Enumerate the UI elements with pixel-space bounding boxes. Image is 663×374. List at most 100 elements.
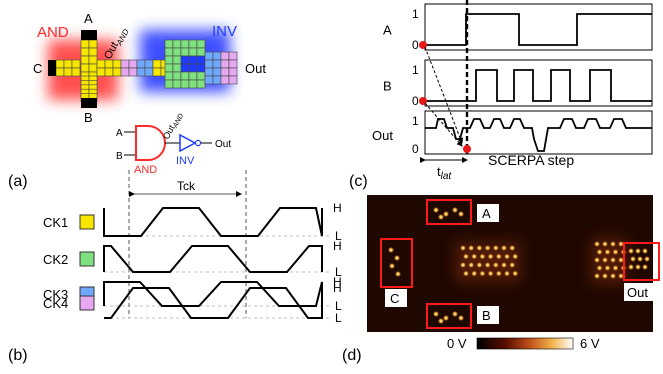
charge-dot [459,244,467,252]
latency-label: tlat [437,164,452,182]
qca-cell [120,67,130,77]
clock-waveform [104,287,323,319]
charge-dot [612,248,619,256]
qca-cell [63,59,73,69]
tick-one: 1 [412,63,419,77]
qca-cell [196,63,206,73]
qca-cell [172,63,182,73]
charge-dot [471,270,478,277]
charge-dot [627,263,635,271]
panel-d: A B C Out 0 V 6 V (d) [342,195,660,364]
map-label-c-bg [385,289,407,307]
qca-cell [120,59,130,69]
box-input-b [426,303,472,329]
charge-dot [593,240,601,248]
panel-a: AND INV A B C Out OutAND A B Out AND INV… [8,11,266,190]
high-level-label: H [333,201,342,215]
clock-zone-swatch [79,295,95,311]
charge-dot [487,270,494,277]
charge-dot [437,213,445,221]
qca-cell [204,67,214,77]
charge-dot [617,272,625,280]
panel-d-tag: (d) [342,347,362,364]
timing-plot-2: 1 0 B [383,59,653,108]
charge-dot [512,270,519,277]
driver-cell-b [81,98,97,108]
input-b-label: B [84,110,93,125]
qca-cell [188,63,198,73]
qca-cell [196,71,206,81]
qca-cell [88,63,98,73]
qca-cell [212,51,222,61]
schematic-input-b: B [116,151,123,162]
plot-frame [424,3,653,51]
qca-cell [112,67,122,77]
qca-cell [196,79,206,89]
propagation-arrow-b [424,102,463,147]
signal-trace [425,69,652,102]
charge-dot [500,261,508,269]
charge-dot [437,317,445,325]
driver-cell-a [81,30,97,40]
and-region-label: AND [37,24,69,41]
charge-dot [509,244,516,252]
signal-name: A [383,23,392,38]
qca-cell [164,55,174,65]
qca-cell [128,59,138,69]
charge-dot [601,240,609,248]
signal-name: Out [372,128,393,143]
schematic-and-label: AND [134,164,157,176]
charge-dot [641,247,649,255]
qca-cell [164,71,174,81]
clock-label: CK1 [43,215,68,230]
qca-cell [164,39,174,49]
map-label-c: C [390,291,399,306]
charge-dot [451,206,459,214]
charge-dot [484,244,491,252]
timing-plot-1: 1 0 A [383,3,653,52]
charge-dot [617,240,625,248]
tick-zero: 0 [412,142,419,156]
map-label-out-bg [624,283,655,301]
qca-cell [152,59,162,69]
input-a-label: A [84,11,93,26]
clock-waveform [103,281,323,307]
clock-row-2: CK2 HL [43,239,342,279]
schematic-output: Out [215,139,231,150]
qca-cell [80,39,90,49]
charge-dot [634,263,642,271]
qca-cell [172,71,182,81]
output-label: Out [245,61,266,76]
charge-dot [492,261,499,269]
qca-cell [220,75,230,85]
charge-dot [641,263,649,271]
qca-cell [152,67,162,77]
qca-cell [172,55,182,65]
clock-label: CK2 [43,252,68,267]
qca-cell [136,67,146,77]
driver-cell-c [48,60,56,76]
voltage-dots [387,206,651,325]
and-gate-symbol [135,125,166,161]
map-label-a: A [482,206,491,221]
qca-cell [204,59,214,69]
qca-cell [55,67,65,77]
tick-one: 1 [412,114,419,128]
charge-dot [442,210,450,218]
charge-dot [484,261,491,269]
panel-b-tag: (b) [8,347,28,364]
charge-dot [617,256,625,264]
schematic-input-a: A [116,128,123,139]
qca-cell [128,67,138,77]
box-input-a [426,199,472,225]
charge-dot [462,253,470,260]
charge-dot [604,248,611,256]
high-level-label: H [333,275,342,289]
charge-dot [643,255,651,263]
charge-dot [601,256,609,264]
input-c-label: C [33,61,42,76]
qca-cell [80,47,90,57]
map-label-b-bg [477,306,499,324]
